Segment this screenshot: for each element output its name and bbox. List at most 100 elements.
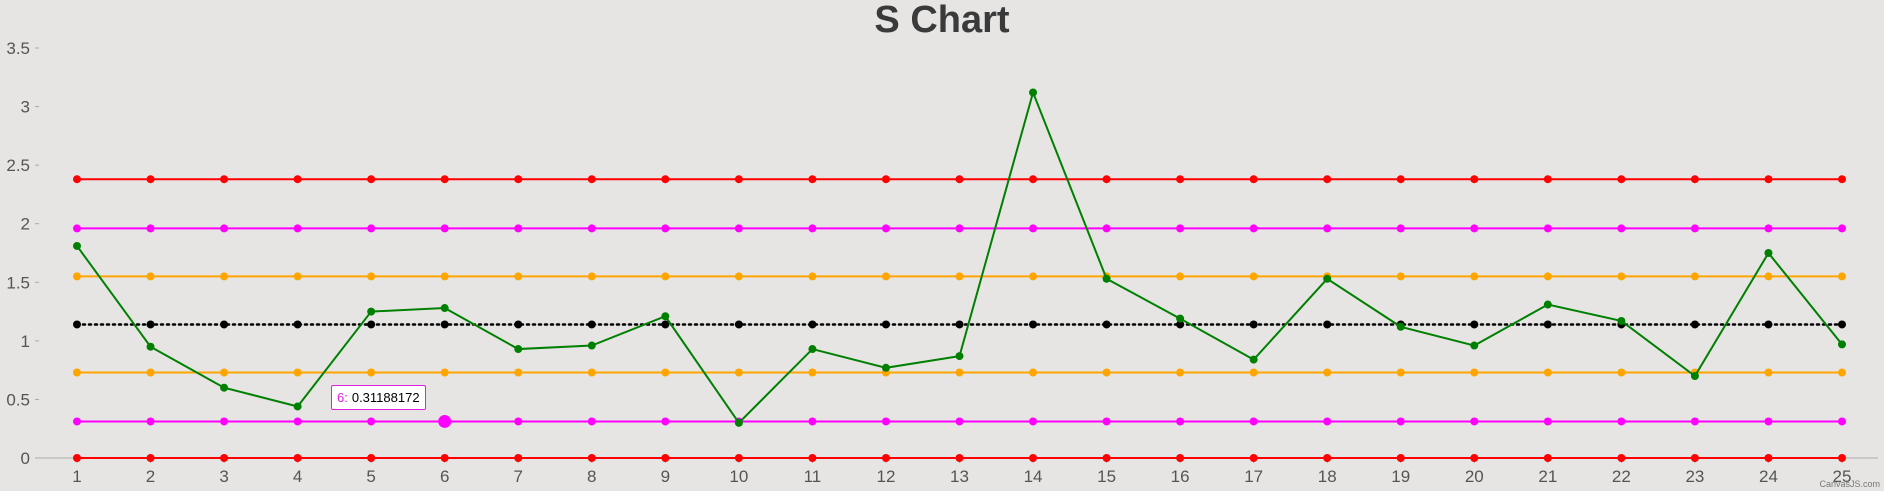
series-point xyxy=(808,345,817,354)
series-point xyxy=(220,224,229,233)
series-point xyxy=(1838,320,1846,329)
series-point xyxy=(1102,368,1111,377)
series-point xyxy=(587,175,596,184)
y-tick-label: 0.5 xyxy=(6,390,30,409)
series-point xyxy=(734,175,743,184)
series-point xyxy=(808,368,817,377)
series-point xyxy=(1690,454,1699,462)
series-point xyxy=(1764,320,1773,329)
series-point xyxy=(293,224,302,233)
series-point xyxy=(1543,320,1552,329)
series-point xyxy=(1764,417,1773,426)
series-point xyxy=(661,368,670,377)
highlighted-point xyxy=(438,414,452,428)
series-point xyxy=(1617,368,1626,377)
series-point xyxy=(955,175,964,184)
x-tick-label: 2 xyxy=(146,467,155,486)
series-point xyxy=(73,272,81,281)
series-point xyxy=(955,272,964,281)
series-point xyxy=(1764,249,1773,257)
series-point xyxy=(881,417,890,426)
series-point xyxy=(1029,175,1038,184)
series-point xyxy=(1543,454,1552,462)
series-point xyxy=(955,454,964,462)
series-point xyxy=(587,320,596,329)
series-point xyxy=(1764,272,1773,281)
series-point xyxy=(293,402,302,411)
series-point xyxy=(587,417,596,426)
series-point xyxy=(1838,368,1846,377)
series-point xyxy=(367,417,376,426)
series-point xyxy=(220,272,229,281)
x-tick-label: 14 xyxy=(1024,467,1043,486)
series-point xyxy=(1470,224,1479,233)
series-point xyxy=(73,417,81,426)
series-point xyxy=(734,368,743,377)
series-point xyxy=(146,224,155,233)
series-point xyxy=(881,363,890,372)
series-point xyxy=(367,307,376,316)
series-point xyxy=(293,175,302,184)
series-point xyxy=(661,272,670,281)
x-tick-label: 15 xyxy=(1097,467,1116,486)
x-tick-label: 12 xyxy=(876,467,895,486)
series-point xyxy=(1396,417,1405,426)
series-point xyxy=(734,320,743,329)
x-tick-label: 13 xyxy=(950,467,969,486)
x-tick-label: 23 xyxy=(1685,467,1704,486)
series-point xyxy=(293,417,302,426)
series-point xyxy=(514,368,523,377)
series-point xyxy=(661,175,670,184)
series-point xyxy=(1396,454,1405,462)
series-point xyxy=(146,417,155,426)
series-point xyxy=(1543,300,1552,309)
series-point xyxy=(955,320,964,329)
series-point xyxy=(367,175,376,184)
series-point xyxy=(1029,454,1038,462)
series-point xyxy=(514,272,523,281)
series-point xyxy=(1249,320,1258,329)
series-point xyxy=(1029,224,1038,233)
series-point xyxy=(1470,341,1479,350)
series-point xyxy=(293,272,302,281)
series-point xyxy=(1176,417,1185,426)
series-point xyxy=(1690,175,1699,184)
series-point xyxy=(73,241,81,250)
series-point xyxy=(220,454,229,462)
series-point xyxy=(1029,272,1038,281)
series-point xyxy=(1323,224,1332,233)
series-point xyxy=(1838,340,1846,349)
series-point xyxy=(514,175,523,184)
x-tick-label: 4 xyxy=(293,467,302,486)
series-point xyxy=(587,341,596,350)
series-point xyxy=(1176,320,1185,329)
series-point xyxy=(734,224,743,233)
x-tick-label: 1 xyxy=(72,467,81,486)
series-point xyxy=(808,175,817,184)
series-point xyxy=(1470,320,1479,329)
series-point xyxy=(808,417,817,426)
x-tick-label: 17 xyxy=(1244,467,1263,486)
series-point xyxy=(1690,320,1699,329)
x-tick-label: 11 xyxy=(804,467,822,486)
series-point xyxy=(514,417,523,426)
series-point xyxy=(1838,224,1846,233)
series-point xyxy=(440,368,449,377)
chart-title: S Chart xyxy=(874,0,1009,41)
series-point xyxy=(661,224,670,233)
series-point xyxy=(73,320,81,329)
series-point xyxy=(1249,454,1258,462)
series-point xyxy=(587,272,596,281)
series-point xyxy=(1396,272,1405,281)
series-point xyxy=(1617,224,1626,233)
series-point xyxy=(734,272,743,281)
series-point xyxy=(1396,224,1405,233)
x-tick-label: 20 xyxy=(1465,467,1484,486)
series-point xyxy=(1176,272,1185,281)
series-point xyxy=(661,320,670,329)
y-tick-label: 3.5 xyxy=(6,39,30,58)
y-tick-label: 1.5 xyxy=(6,273,30,292)
series-point xyxy=(146,175,155,184)
series-point xyxy=(1029,320,1038,329)
series-point xyxy=(514,345,523,354)
